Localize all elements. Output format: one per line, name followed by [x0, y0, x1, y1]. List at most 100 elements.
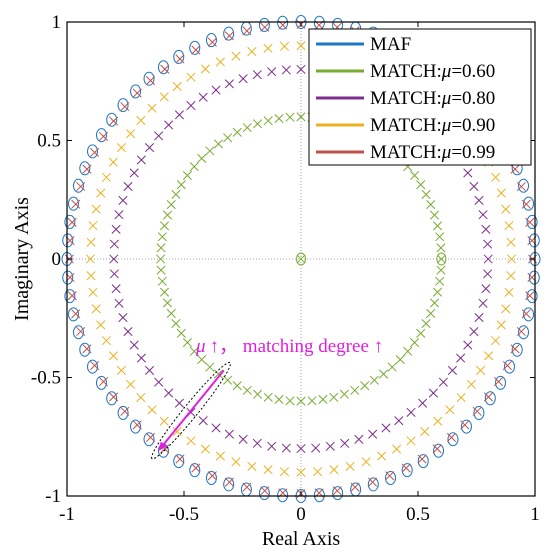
series-1-pole-marker — [421, 189, 431, 199]
series-4-pole-marker — [67, 291, 77, 301]
series-4-pole-marker — [460, 420, 470, 430]
series-4-pole-marker — [224, 477, 234, 487]
series-1-pole-marker — [162, 298, 173, 308]
series-3-pole-marker — [200, 444, 210, 454]
series-2-pole-marker — [144, 365, 155, 375]
series-3-pole-marker — [506, 237, 516, 247]
series-1-pole-marker — [436, 254, 446, 264]
series-1-pole-marker — [166, 308, 176, 318]
series-1-pole-marker — [339, 389, 349, 399]
maf-zero-marker — [117, 405, 129, 420]
series-3-pole-marker — [507, 254, 517, 264]
series-3-pole-marker — [484, 351, 494, 361]
series-3-pole-marker — [312, 467, 323, 477]
series-4-pole-marker — [525, 291, 535, 301]
maf-zero-marker — [173, 454, 185, 469]
series-3-pole-marker — [186, 436, 196, 446]
series-1-pole-marker — [189, 162, 199, 172]
series-1-pole-marker — [213, 139, 224, 149]
series-1-pole-marker — [360, 381, 370, 391]
series-1-pole-marker — [350, 385, 360, 395]
series-3-pole-marker — [377, 451, 387, 461]
series-1-pole-marker — [432, 221, 443, 231]
series-1-pole-marker — [436, 265, 446, 275]
legend-label: MAF — [370, 34, 411, 55]
series-4-pole-marker — [483, 392, 493, 402]
series-1-pole-marker — [242, 385, 252, 395]
maf-zero-marker — [417, 454, 429, 469]
series-2-pole-marker — [456, 353, 466, 363]
series-4-pole-marker — [510, 164, 520, 174]
series-2-pole-marker — [267, 441, 277, 451]
series-2-pole-marker — [394, 416, 404, 426]
annotation-mu-symbol: μ — [195, 336, 206, 357]
series-1-pole-marker — [176, 328, 186, 338]
series-4-pole-marker — [160, 64, 170, 74]
maf-zero-marker — [528, 270, 540, 285]
series-1-pole-marker — [285, 112, 295, 122]
series-1-pole-marker — [403, 346, 413, 356]
y-axis-title: Imaginary Axis — [11, 197, 33, 321]
series-3-pole-marker — [296, 467, 306, 477]
series-2-pole-marker — [483, 239, 493, 249]
x-axis-title: Real Axis — [262, 528, 341, 550]
series-4-pole-marker — [242, 482, 252, 492]
maf-zero-marker — [523, 196, 535, 211]
maf-zero-marker — [79, 161, 91, 176]
series-3-pole-marker — [186, 72, 196, 82]
y-tick-label: 0.5 — [37, 131, 61, 152]
series-3-pole-marker — [501, 204, 511, 214]
maf-zero-marker — [223, 477, 235, 492]
x-tick-label: 0.5 — [406, 504, 430, 525]
series-2-pole-marker — [296, 64, 306, 74]
series-1-pole-marker — [421, 319, 431, 329]
maf-zero-marker — [385, 470, 397, 485]
series-2-pole-marker — [418, 398, 428, 408]
series-4-pole-marker — [76, 326, 86, 337]
y-tick-label: 1 — [52, 12, 62, 33]
series-2-pole-marker — [154, 131, 164, 141]
series-1-pole-marker — [435, 232, 445, 242]
y-tick-label: -0.5 — [31, 368, 61, 389]
series-1-pole-marker — [410, 338, 420, 348]
annotation-text: μ ↑， matching degree ↑ — [195, 336, 383, 357]
series-1-pole-marker — [395, 354, 405, 365]
series-1-pole-marker — [296, 396, 306, 406]
series-3-pole-marker — [279, 41, 290, 51]
series-4-pole-marker — [385, 471, 395, 481]
series-1-pole-marker — [318, 394, 328, 405]
legend-label: MATCH:μ=0.60 — [370, 61, 495, 82]
maf-zero-marker — [277, 488, 289, 503]
series-1-pole-marker — [429, 210, 440, 220]
maf-zero-marker — [484, 391, 496, 406]
series-1-pole-marker — [157, 232, 167, 242]
series-1-pole-marker — [166, 200, 176, 210]
series-3-pole-marker — [504, 287, 514, 297]
series-3-pole-marker — [279, 467, 290, 477]
series-3-pole-marker — [231, 457, 241, 467]
series-1-pole-marker — [435, 276, 445, 286]
series-2-pole-marker — [109, 269, 119, 279]
series-2-pole-marker — [252, 70, 262, 80]
series-4-pole-marker — [493, 377, 504, 387]
series-2-pole-marker — [481, 224, 491, 234]
maf-zero-marker — [72, 178, 84, 193]
series-2-pole-marker — [136, 155, 146, 165]
series-4-pole-marker — [67, 217, 77, 227]
y-tick-label: -1 — [45, 486, 61, 507]
series-4-pole-marker — [401, 463, 411, 473]
series-2-pole-marker — [111, 224, 121, 234]
series-2-pole-marker — [281, 65, 291, 75]
series-3-pole-marker — [392, 444, 402, 454]
series-4-pole-marker — [224, 31, 234, 41]
maf-zero-marker — [67, 196, 79, 211]
series-2-pole-marker — [469, 327, 479, 337]
series-4-pole-marker — [120, 102, 130, 112]
maf-zero-marker — [367, 477, 379, 492]
series-1-pole-marker — [197, 153, 207, 164]
series-1-pole-marker — [232, 381, 242, 391]
maf-zero-marker — [62, 233, 74, 248]
series-2-pole-marker — [311, 443, 321, 453]
annotation-highlight-ellipse — [151, 361, 231, 460]
series-2-pole-marker — [174, 110, 184, 120]
